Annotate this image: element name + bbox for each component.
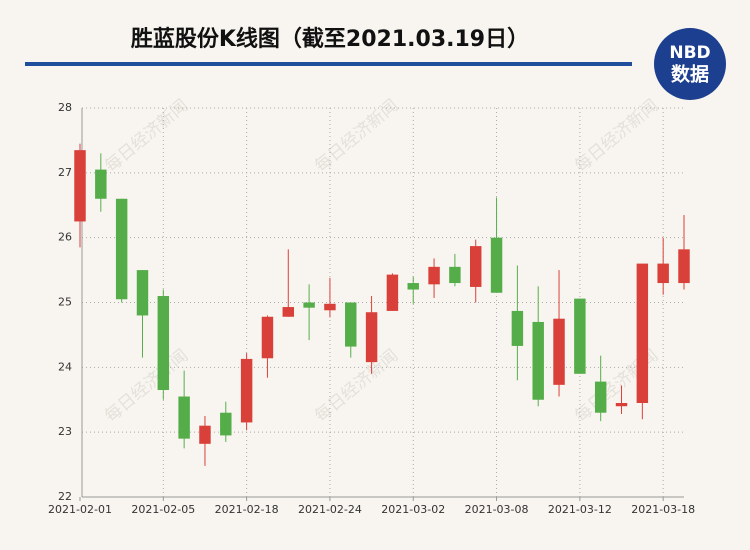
y-tick-label: 28 (58, 101, 72, 114)
x-tick-label: 2021-02-05 (131, 503, 195, 516)
candle-body (615, 402, 628, 407)
candle-body (428, 266, 440, 285)
y-tick-label: 25 (58, 296, 72, 309)
y-tick-label: 23 (58, 425, 72, 438)
y-tick-label: 26 (58, 231, 72, 244)
logo (654, 28, 726, 100)
x-tick-label: 2021-02-24 (298, 503, 362, 516)
candle-body (553, 318, 565, 385)
logo-top: NBD (669, 43, 710, 63)
logo-bottom: 数据 (671, 63, 709, 86)
candle-body (657, 263, 669, 284)
title-rule (25, 62, 632, 66)
candle-body (324, 303, 336, 311)
candle-body (282, 307, 295, 317)
y-tick-label: 27 (58, 166, 72, 179)
y-tick-label: 24 (58, 360, 72, 373)
candle-body (240, 358, 253, 423)
candle-body (407, 283, 419, 290)
x-tick-label: 2021-03-02 (381, 503, 445, 516)
candle-body (574, 298, 586, 374)
watermark: 每日经济新闻 (311, 346, 402, 427)
x-tick-label: 2021-02-18 (215, 503, 279, 516)
watermark: 每日经济新闻 (571, 96, 662, 177)
candle-body (136, 270, 149, 316)
candle-body (511, 310, 524, 346)
x-tick-label: 2021-02-01 (48, 503, 112, 516)
candle-body (469, 246, 482, 287)
candle-body (636, 263, 649, 403)
x-tick-label: 2021-03-12 (548, 503, 612, 516)
candle-body (532, 321, 544, 400)
candle-body (449, 266, 461, 284)
candle-body (490, 237, 503, 293)
chart-title: 胜蓝股份K线图（截至2021.03.19日） (131, 26, 529, 52)
candle-body (178, 396, 190, 439)
plot: 22 23 24 25 26 27 28 2021-02-01 2021-02-05 2021-0… (48, 101, 695, 516)
candle-body (199, 425, 211, 444)
candle-body (386, 274, 399, 311)
candle-body (345, 302, 357, 347)
x-tick-label: 2021-03-18 (631, 503, 695, 516)
candle-body (95, 169, 107, 199)
candle-body (115, 198, 128, 300)
candle-body (157, 296, 170, 391)
candle-body (74, 150, 86, 222)
candle-body (594, 381, 607, 413)
candle-body (303, 302, 315, 308)
candle-body (261, 316, 274, 359)
x-tick-label: 2021-03-08 (465, 503, 529, 516)
candle-body (678, 249, 690, 284)
candle-body (220, 412, 232, 436)
y-tick-label: 22 (58, 490, 72, 503)
candle-body (365, 312, 378, 363)
watermark: 每日经济新闻 (311, 96, 402, 177)
